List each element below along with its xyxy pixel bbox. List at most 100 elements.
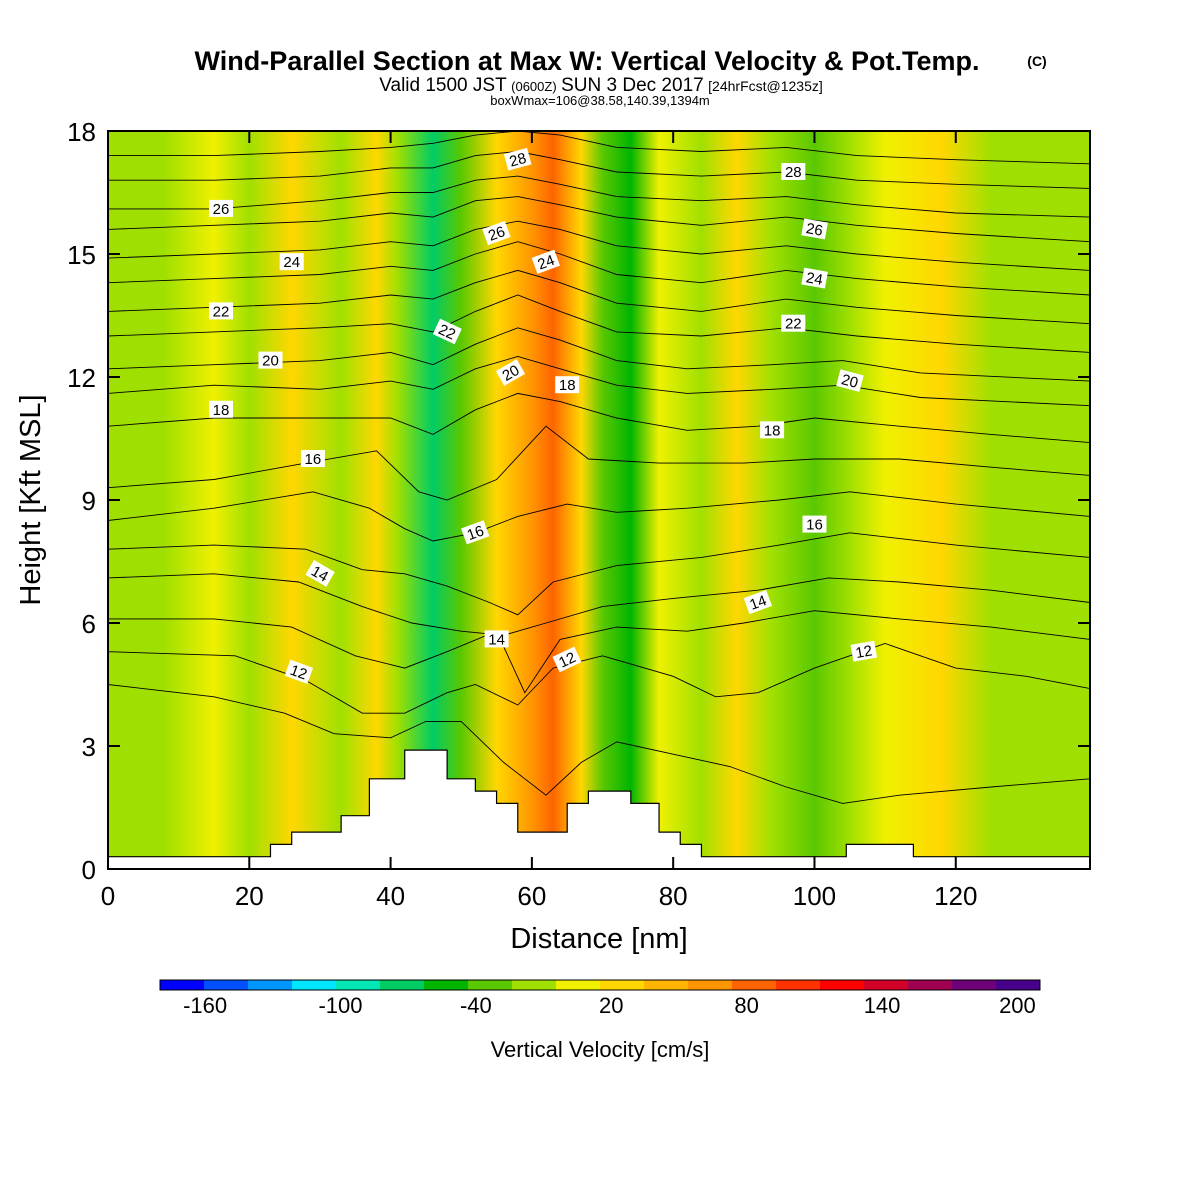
contour-label-text: 20 xyxy=(499,362,522,385)
colorbar-swatch xyxy=(204,980,249,990)
y-tick-label: 3 xyxy=(82,732,96,762)
terrain-profile xyxy=(108,749,1090,869)
contour-label: 20 xyxy=(495,359,526,386)
contour-label: 26 xyxy=(801,218,828,240)
axes: 0 20 40 60 80 100 120 0 3 6 9 12 15 18 xyxy=(67,117,1090,911)
contour-label-text: 22 xyxy=(436,321,458,343)
colorbar: -160 -100 -40 20 80 140 200 xyxy=(159,979,1041,1018)
contour-label-box xyxy=(552,646,582,673)
contour-label-text: 14 xyxy=(308,563,331,586)
contour-label-box xyxy=(555,376,580,394)
contour-label: 22 xyxy=(209,302,233,320)
colorbar-swatch xyxy=(908,980,953,990)
colorbar-swatch xyxy=(820,980,865,990)
colorbar-swatch xyxy=(468,980,513,990)
pot-temp-contour-26 xyxy=(108,175,1090,218)
pot-temp-contour-15 xyxy=(108,532,1090,616)
contour-label-box xyxy=(284,659,314,684)
contour-label: 28 xyxy=(781,163,806,181)
y-tick-label: 15 xyxy=(67,240,96,270)
contour-label-box xyxy=(432,318,462,345)
contour-label-box xyxy=(305,560,335,587)
x-tick-label: 40 xyxy=(376,881,405,911)
pot-temp-contour-22 xyxy=(108,269,1090,325)
contour-label-box xyxy=(503,147,532,171)
svg-text:Valid 1500 JST (0600Z): Valid 1500 JST (0600Z) SUN 3 Dec 2017 [2… xyxy=(379,75,823,96)
contour-label: 18 xyxy=(209,400,233,419)
contour-label-text: 26 xyxy=(486,223,507,245)
x-tick-label: 60 xyxy=(517,881,546,911)
contour-label: 18 xyxy=(760,421,785,439)
pot-temp-contour-19 xyxy=(108,356,1090,407)
contour-label-text: 12 xyxy=(556,649,578,671)
colorbar-tick-label: -40 xyxy=(460,993,492,1018)
x-tick-label: 120 xyxy=(934,881,977,911)
contour-label-box xyxy=(300,450,325,467)
colorbar-tick-label: 200 xyxy=(999,993,1036,1018)
pot-temp-contours xyxy=(108,131,1090,804)
contour-label-box xyxy=(258,351,283,369)
contour-label: 20 xyxy=(258,351,283,370)
contour-label: 14 xyxy=(484,630,509,648)
contour-label-box xyxy=(484,630,509,648)
colorbar-tick-label: 80 xyxy=(734,993,758,1018)
colorbar-frame xyxy=(159,979,1041,991)
contour-label-box xyxy=(781,163,806,180)
contour-label-text: 22 xyxy=(213,303,230,320)
pot-temp-contour-21 xyxy=(108,294,1090,353)
contour-labels: 26 24 22 20 18 16 14 12 28 26 24 22 20 18 16 14 12 28 26 24… xyxy=(209,147,878,684)
chart-title: Wind-Parallel Section at Max W: Vertical… xyxy=(195,46,980,76)
contour-label-text: 28 xyxy=(508,150,529,171)
contour-label-text: 22 xyxy=(785,316,802,333)
pot-temp-contour-11 xyxy=(108,684,1090,804)
contour-label-text: 16 xyxy=(465,522,486,544)
contour-label-text: 24 xyxy=(535,252,556,274)
pot-temp-contour-24 xyxy=(108,220,1090,271)
pot-temp-contour-13 xyxy=(108,610,1090,694)
contour-label-box xyxy=(802,515,827,533)
contour-label-box xyxy=(836,369,864,392)
contour-label-box xyxy=(760,421,785,439)
contour-label-text: 28 xyxy=(785,164,802,181)
contour-label-box xyxy=(743,589,773,615)
pot-temp-contour-17 xyxy=(108,425,1090,501)
pot-temp-contour-23 xyxy=(108,241,1090,296)
contour-label-box xyxy=(495,359,526,386)
y-tick-label: 18 xyxy=(67,117,96,147)
pot-temp-contour-20 xyxy=(108,327,1090,382)
contour-label: 12 xyxy=(850,640,878,662)
contour-label: 22 xyxy=(432,318,462,345)
contour-label-text: 12 xyxy=(288,662,309,684)
y-tick-label: 6 xyxy=(82,609,96,639)
contour-label: 24 xyxy=(531,249,561,274)
colorbar-swatch xyxy=(600,980,645,990)
contour-label: 16 xyxy=(802,515,827,534)
contour-label-box xyxy=(209,302,233,320)
colorbar-swatch xyxy=(732,980,777,990)
x-tick-label: 100 xyxy=(793,881,836,911)
pot-temp-contour-14 xyxy=(108,573,1090,636)
velocity-field xyxy=(108,131,1090,869)
contour-label-text: 18 xyxy=(559,377,576,394)
subtitle-date: SUN 3 Dec 2017 xyxy=(561,75,704,96)
contour-label: 14 xyxy=(305,560,335,587)
contour-label: 28 xyxy=(503,147,532,171)
subtitle: Valid 1500 JST (0600Z) SUN 3 Dec 2017 [2… xyxy=(379,75,823,96)
pot-temp-contour-18 xyxy=(108,392,1090,444)
colorbar-tick-label: 20 xyxy=(599,993,623,1018)
pot-temp-contour-28 xyxy=(108,131,1090,165)
contour-label: 22 xyxy=(781,314,806,333)
y-tick-label: 9 xyxy=(82,486,96,516)
colorbar-swatch xyxy=(556,980,601,990)
colorbar-swatch xyxy=(248,980,293,990)
pot-temp-contour-16 xyxy=(108,491,1090,542)
contour-label-text: 16 xyxy=(806,517,823,534)
pot-temp-contour-25 xyxy=(108,196,1090,243)
x-tick-label: 0 xyxy=(101,881,115,911)
x-tick-label: 20 xyxy=(235,881,264,911)
contour-label-box xyxy=(279,253,304,271)
contour-label: 12 xyxy=(552,646,582,673)
subtitle-forecast: [24hrFcst@1235z] xyxy=(708,78,823,94)
contour-label-box xyxy=(209,400,233,418)
contour-label-box xyxy=(482,220,511,246)
